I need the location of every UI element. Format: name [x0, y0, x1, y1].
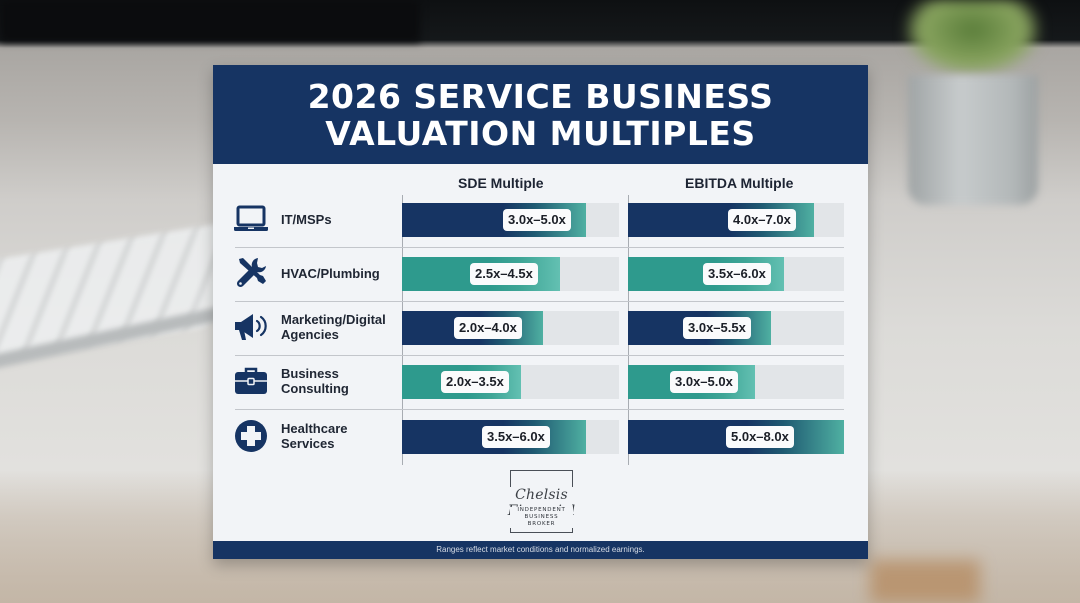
sde-bar-track: 2.5x–4.5x — [402, 257, 619, 291]
laptop-icon — [233, 201, 269, 237]
ebitda-bar-track: 3.0x–5.5x — [628, 311, 844, 345]
row-business-consulting: Business Consulting 2.0x–3.5x 3.0x–5.0x — [233, 354, 844, 408]
sde-bar-track: 2.0x–4.0x — [402, 311, 619, 345]
card-header: 2026 SERVICE BUSINESS VALUATION MULTIPLE… — [213, 65, 868, 164]
row-label: Marketing/Digital Agencies — [281, 312, 386, 342]
row-it-msps: IT/MSPs 3.0x–5.0x 4.0x–7.0x — [233, 192, 844, 246]
sde-range-label: 3.5x–6.0x — [482, 426, 550, 448]
ebitda-bar-track: 4.0x–7.0x — [628, 203, 844, 237]
ebitda-bar-track: 3.5x–6.0x — [628, 257, 844, 291]
title-line-1: 2026 SERVICE BUSINESS — [307, 76, 774, 116]
background-plant — [905, 0, 1040, 75]
valuation-infographic-card: 2026 SERVICE BUSINESS VALUATION MULTIPLE… — [213, 65, 868, 559]
row-divider — [235, 301, 844, 302]
row-label: IT/MSPs — [281, 211, 332, 227]
sde-bar-track: 3.0x–5.0x — [402, 203, 619, 237]
row-label: Healthcare Services — [281, 421, 348, 451]
row-label: Business Consulting — [281, 366, 349, 396]
briefcase-icon — [233, 363, 269, 399]
sde-range-label: 2.5x–4.5x — [470, 263, 538, 285]
sde-bar-track: 2.0x–3.5x — [402, 365, 619, 399]
megaphone-icon — [233, 309, 269, 345]
sde-bar-track: 3.5x–6.0x — [402, 420, 619, 454]
row-divider — [235, 247, 844, 248]
ebitda-bar-track: 5.0x–8.0x — [628, 420, 844, 454]
row-hvac-plumbing: HVAC/Plumbing 2.5x–4.5x 3.5x–6.0x — [233, 246, 844, 300]
title-line-2: VALUATION MULTIPLES — [325, 113, 756, 153]
ebitda-range-label: 3.0x–5.5x — [683, 317, 751, 339]
background-stand-leg — [870, 560, 980, 603]
row-label: HVAC/Plumbing — [281, 265, 380, 281]
ebitda-range-label: 3.5x–6.0x — [703, 263, 771, 285]
sde-column-header: SDE Multiple — [458, 175, 544, 191]
background-plant-pot — [908, 75, 1038, 205]
row-divider — [235, 409, 844, 410]
row-marketing-digital-agencies: Marketing/Digital Agencies 2.0x–4.0x 3.0x… — [233, 300, 844, 354]
medical-cross-icon — [233, 418, 269, 454]
ebitda-column-header: EBITDA Multiple — [685, 175, 794, 191]
ebitda-range-label: 5.0x–8.0x — [726, 426, 794, 448]
logo-tagline: INDEPENDENT BUSINESS BROKER — [510, 507, 573, 528]
ebitda-bar-track: 3.0x–5.0x — [628, 365, 844, 399]
wrench-screwdriver-icon — [233, 255, 269, 291]
footnote-bar: Ranges reflect market conditions and nor… — [213, 541, 868, 559]
broker-logo: Chelsis Financial INDEPENDENT BUSINESS B… — [480, 470, 603, 533]
ebitda-range-label: 3.0x–5.0x — [670, 371, 738, 393]
sde-range-label: 2.0x–3.5x — [441, 371, 509, 393]
row-healthcare-services: Healthcare Services 3.5x–6.0x 5.0x–8.0x — [233, 409, 844, 463]
sde-range-label: 3.0x–5.0x — [503, 209, 571, 231]
background-monitor — [0, 0, 420, 42]
sde-range-label: 2.0x–4.0x — [454, 317, 522, 339]
row-divider — [235, 355, 844, 356]
ebitda-range-label: 4.0x–7.0x — [728, 209, 796, 231]
